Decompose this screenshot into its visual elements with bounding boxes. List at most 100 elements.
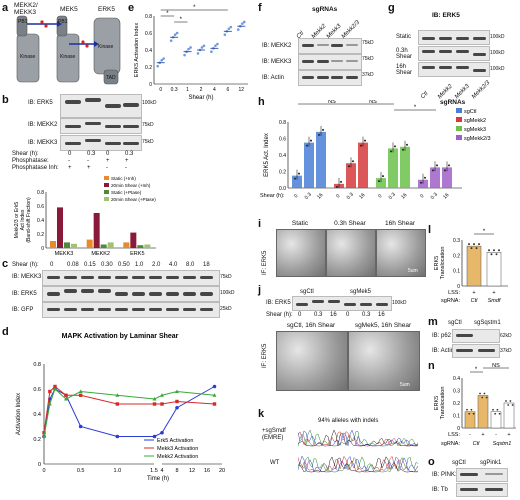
blot-label: IB: p62 <box>432 333 452 339</box>
band <box>200 276 213 279</box>
band <box>439 66 452 69</box>
data-point <box>214 44 217 48</box>
time-label: 0.30 <box>101 262 113 268</box>
band <box>473 69 486 72</box>
x-tick-label: 0.3 <box>171 87 178 93</box>
data-point <box>507 404 510 406</box>
data-point <box>394 145 396 148</box>
time-label: 8.0 <box>186 262 195 268</box>
data-point <box>483 392 486 395</box>
x-tick-label: 0.3 <box>388 192 397 201</box>
band <box>47 276 60 279</box>
data-point <box>212 384 217 389</box>
blot-mekk2 <box>60 118 142 134</box>
legend-label: sgMekk3 <box>464 127 486 133</box>
data-point <box>115 393 120 397</box>
x-tick-label: 0 <box>42 468 45 474</box>
y-tick-label: 0.0 <box>279 186 286 192</box>
mw-label: 100kD <box>392 300 407 306</box>
y-axis-label: ERK5 Act. Index <box>264 133 270 177</box>
x-tick-label: 0 <box>419 193 425 199</box>
y-tick-label: 0.4 <box>145 48 152 54</box>
panel-f-letter: f <box>258 2 262 14</box>
lane-label: Mekk2 <box>437 83 454 101</box>
row-label: 16h Shear <box>396 64 413 76</box>
data-point <box>152 434 157 439</box>
band <box>98 308 111 311</box>
y-tick-label: 0.4 <box>33 412 41 418</box>
x-tick-label: 0 <box>335 193 341 199</box>
micro-title: 16h Shear <box>385 220 415 227</box>
group-label: sgCtl <box>452 460 466 466</box>
band <box>64 308 77 311</box>
data-point <box>216 42 219 46</box>
data-point <box>472 412 475 415</box>
panel-l-letter: l <box>428 224 432 236</box>
shear-value: 0 <box>346 312 350 318</box>
y-tick-label: 0 <box>457 426 460 432</box>
mw-label: 75kD <box>142 122 154 128</box>
y-tick-label: 0.8 <box>145 14 152 20</box>
row2-value: Ctl <box>473 441 481 447</box>
band <box>98 276 111 279</box>
band <box>344 303 356 306</box>
y-tick-label: 0.2 <box>279 170 286 176</box>
bar <box>464 411 476 429</box>
data-point <box>444 169 446 172</box>
band <box>360 303 372 306</box>
band <box>166 292 179 296</box>
y-tick-label: 0.3 <box>453 238 460 244</box>
data-point <box>42 431 46 435</box>
legend-swatch <box>456 108 462 113</box>
bar <box>64 242 70 248</box>
legend-label: Static (+Inh) <box>111 176 136 181</box>
x-tick-label: 20 <box>219 468 225 474</box>
shear-value: 0.3 <box>362 312 371 318</box>
blot-label: IB: MEKK3 <box>28 140 58 146</box>
y-tick-label: 0.2 <box>33 437 41 443</box>
x-tick-label: 0 <box>159 87 162 93</box>
mw-label: 62kD <box>500 333 512 339</box>
data-point <box>48 389 52 394</box>
trace-line <box>298 455 418 473</box>
chart-title: MAPK Activation by Laminar Shear <box>62 333 179 340</box>
band <box>64 276 77 279</box>
x-tick-label: 8 <box>175 468 178 474</box>
shear-value: 0 <box>298 312 302 318</box>
bar <box>490 411 502 429</box>
band <box>456 37 469 40</box>
trace-label-wt: WT <box>270 460 280 466</box>
data-point <box>53 387 57 391</box>
bar <box>130 232 137 248</box>
bar <box>144 244 151 248</box>
data-point <box>420 181 422 184</box>
blot-erk5 <box>60 94 142 118</box>
bar <box>486 252 502 287</box>
data-point <box>202 44 206 48</box>
band <box>166 308 179 311</box>
data-point <box>505 400 507 402</box>
data-point <box>424 176 426 179</box>
blot-static <box>418 30 490 45</box>
y-tick-label: 0.6 <box>145 31 152 37</box>
band <box>328 300 340 303</box>
panel-i-letter: i <box>258 218 262 230</box>
panel-h-bar-chart: 0.0 0.2 0.4 0.6 0.8 ERK5 Act. Index Shear (h):… <box>260 100 491 201</box>
x-tick-label: 0.5 <box>77 468 85 474</box>
data-point <box>402 148 404 151</box>
band <box>115 308 128 311</box>
data-point <box>494 412 497 415</box>
condition-cell: + <box>87 165 91 171</box>
data-point <box>481 396 484 399</box>
y-tick-label: 0.6 <box>33 387 41 393</box>
significance-mark: NS <box>369 100 377 105</box>
data-point <box>364 139 366 142</box>
data-point <box>189 46 192 49</box>
trace-line <box>298 431 418 447</box>
group-label: sgPink1 <box>480 460 502 466</box>
time-label: 2.0 <box>152 262 161 268</box>
y-tick-label: 0.2 <box>453 401 460 407</box>
blot-pink1 <box>456 468 508 482</box>
data-point <box>242 20 246 24</box>
trace-line <box>298 429 418 447</box>
